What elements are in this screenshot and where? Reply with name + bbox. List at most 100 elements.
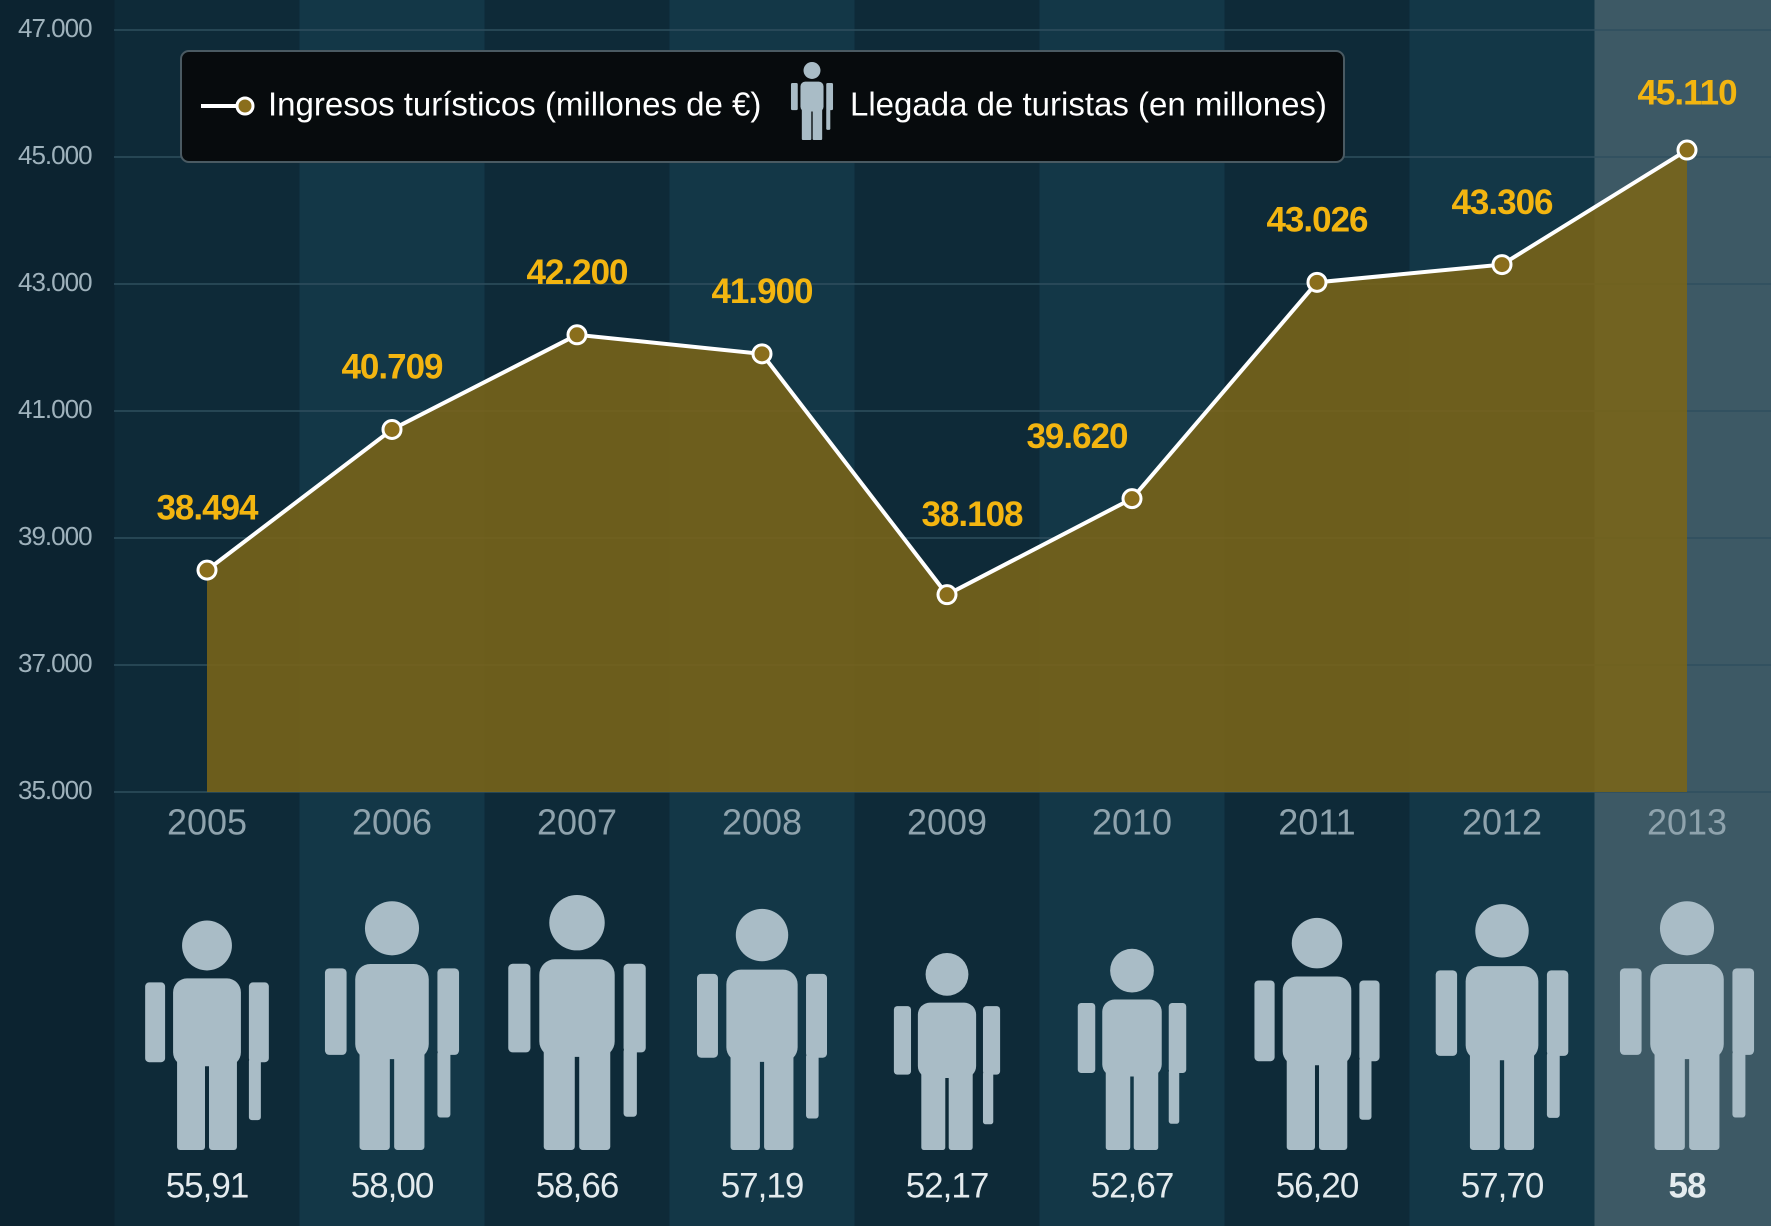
icon-part: [1732, 1050, 1746, 1118]
icon-part: [543, 1048, 575, 1150]
icon-part: [826, 83, 834, 111]
icon-part: [437, 968, 460, 1055]
y-tick-label: 35.000: [18, 775, 92, 805]
icon-part: [208, 1058, 237, 1150]
icon-part: [1359, 980, 1380, 1062]
icon-part: [1105, 1069, 1131, 1150]
icon-part: [1077, 1003, 1096, 1074]
arrivals-label: 57,70: [1461, 1166, 1544, 1205]
icon-part: [248, 1058, 261, 1121]
legend-box: [180, 50, 1345, 163]
value-label: 43.306: [1451, 183, 1553, 222]
y-tick-label: 43.000: [18, 267, 92, 297]
icon-part: [355, 963, 429, 1060]
icon-part: [801, 108, 812, 140]
icon-part: [173, 978, 241, 1067]
icon-part: [145, 982, 166, 1063]
icon-part: [696, 973, 718, 1058]
icon-part: [1359, 1057, 1372, 1120]
tourist-icon: [508, 895, 646, 1150]
icon-part: [764, 1053, 794, 1150]
icon-part: [248, 982, 269, 1063]
icon-part: [921, 1071, 946, 1150]
icon-part: [1102, 999, 1162, 1077]
tourist-icon: [696, 908, 828, 1150]
icon-part: [1546, 970, 1569, 1056]
icon-part: [730, 1053, 760, 1150]
icon-part: [1689, 1050, 1720, 1150]
icon-part: [508, 963, 531, 1053]
x-tick-label: 2008: [722, 802, 802, 843]
icon-part: [177, 1058, 206, 1150]
icon-part: [1291, 917, 1343, 969]
arrivals-label: 58: [1669, 1166, 1706, 1205]
x-tick-label: 2013: [1647, 802, 1727, 843]
arrivals-label: 56,20: [1276, 1166, 1359, 1205]
icon-part: [1282, 976, 1352, 1066]
legend-label: Ingresos turísticos (millones de €): [268, 86, 761, 123]
icon-part: [735, 908, 789, 962]
icon-part: [1469, 1051, 1500, 1150]
y-tick-label: 39.000: [18, 521, 92, 551]
tourist-icon: [893, 952, 1001, 1150]
icon-part: [790, 83, 798, 111]
point: [1306, 271, 1328, 293]
icon-part: [182, 920, 232, 971]
icon-part: [800, 81, 824, 112]
icon-part: [803, 62, 821, 79]
x-tick-label: 2006: [352, 802, 432, 843]
value-label: 45.110: [1637, 73, 1737, 112]
icon-part: [623, 963, 646, 1053]
value-label: 43.026: [1266, 201, 1368, 240]
x-tick-label: 2010: [1092, 802, 1172, 843]
tourist-icon: [1619, 901, 1755, 1150]
icon-part: [806, 973, 828, 1058]
arrivals-label: 57,19: [721, 1166, 804, 1205]
arrivals-label: 58,00: [351, 1166, 434, 1205]
y-tick-label: 37.000: [18, 648, 92, 678]
arrivals-label: 58,66: [536, 1166, 619, 1205]
x-tick-label: 2005: [167, 802, 247, 843]
icon-part: [1504, 1051, 1535, 1150]
icon-part: [1168, 1069, 1180, 1124]
icon-part: [1475, 904, 1529, 958]
tourist-icon: [1077, 948, 1187, 1150]
arrivals-label: 55,91: [166, 1166, 249, 1205]
area: [207, 150, 1687, 792]
icon-part: [726, 969, 798, 1062]
legend: Ingresos turísticos (millones de €) Llega…: [180, 50, 1345, 163]
value-label: 38.108: [921, 495, 1023, 534]
icon-part: [539, 959, 615, 1057]
tourist-icon: [324, 901, 460, 1150]
point: [1121, 488, 1143, 510]
icon-part: [1619, 968, 1642, 1055]
point: [1676, 139, 1698, 161]
icon-part: [623, 1048, 637, 1117]
icon-part: [324, 968, 347, 1055]
point: [381, 418, 403, 440]
icon-part: [826, 108, 831, 130]
icon-part: [1110, 948, 1154, 993]
icon-part: [1133, 1069, 1159, 1150]
y-tick-label: 47.000: [18, 13, 92, 43]
point: [566, 324, 588, 346]
arrivals-label: 52,67: [1091, 1166, 1174, 1205]
icon-part: [549, 895, 605, 951]
x-tick-label: 2007: [537, 802, 617, 843]
icon-part: [1659, 901, 1715, 956]
icon-part: [982, 1071, 994, 1125]
x-tick-label: 2009: [907, 802, 987, 843]
tourist-icon: [1435, 904, 1569, 1150]
value-label: 40.709: [341, 348, 443, 387]
tourist-icon: [1254, 917, 1380, 1150]
x-tick-label: 2012: [1462, 802, 1542, 843]
icon-part: [359, 1050, 390, 1150]
point: [1491, 254, 1513, 276]
icon-part: [437, 1050, 451, 1118]
icon-part: [812, 108, 823, 140]
value-label: 42.200: [526, 253, 628, 292]
icon-part: [1654, 1050, 1685, 1150]
point: [751, 343, 773, 365]
icon-part: [982, 1006, 1001, 1075]
